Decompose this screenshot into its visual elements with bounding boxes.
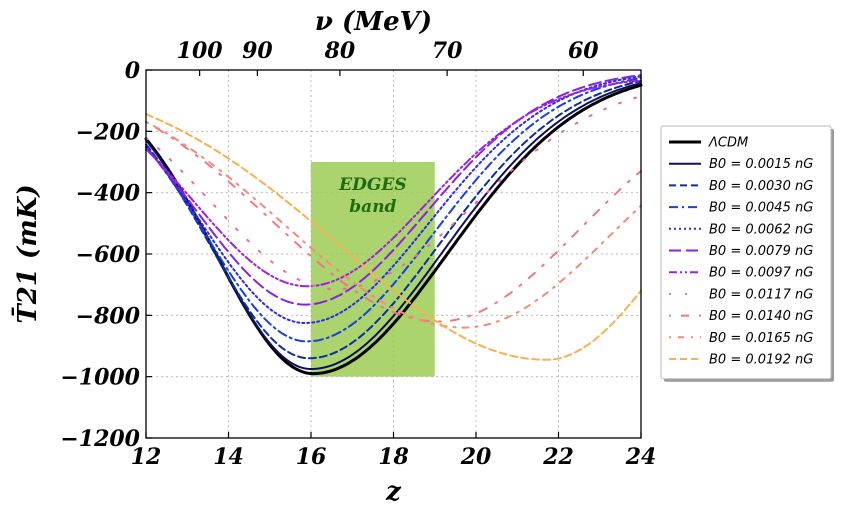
legend-label-1: B0 = 0.0015 nG (709, 157, 813, 172)
top-tick-label-0: 100 (177, 38, 224, 64)
y-tick-label-3: −600 (76, 242, 141, 268)
series-line-4 (145, 75, 642, 324)
series-lines (144, 74, 643, 376)
legend-label-8: B0 = 0.0140 nG (709, 309, 813, 324)
y-tick-label-4: −800 (76, 303, 141, 329)
x-tick-label-2: 16 (296, 444, 327, 470)
top-tick-label-3: 70 (432, 38, 463, 64)
y-tick-label-5: −1000 (60, 365, 140, 391)
legend-label-2: B0 = 0.0030 nG (709, 179, 813, 194)
series-line-2 (145, 80, 642, 360)
axis-ticks: 12 14 16 18 20 22 24 0 −200 −400 −600 −800 −1000 −120… (60, 38, 656, 470)
x-tick-label-1: 14 (213, 444, 244, 470)
legend: ΛCDM B0 = 0.0015 nG B0 = 0.0030 nG B0 = 0.0… (660, 125, 834, 382)
y-tick-label-6: −1200 (60, 426, 140, 452)
x-tick-label-6: 24 (625, 444, 657, 470)
legend-label-9: B0 = 0.0165 nG (709, 331, 813, 346)
series-line-6 (145, 79, 642, 288)
edges-band-label-line1: EDGES (338, 175, 406, 195)
top-axis-label: ν (MeV) (315, 7, 432, 37)
series-line-5 (145, 74, 642, 306)
legend-label-3: B0 = 0.0045 nG (709, 201, 813, 216)
legend-label-6: B0 = 0.0097 nG (709, 266, 813, 281)
top-tick-label-4: 60 (568, 38, 599, 64)
x-tick-label-5: 22 (542, 444, 574, 470)
legend-label-7: B0 = 0.0117 nG (709, 287, 813, 302)
y-tick-label-2: −400 (76, 181, 141, 207)
top-tick-label-1: 90 (242, 38, 273, 64)
top-tick-label-2: 80 (324, 38, 356, 64)
legend-box (660, 125, 832, 380)
y-axis-label: T̄21 (mK) (11, 184, 43, 323)
y-tick-label-0: 0 (125, 58, 141, 84)
legend-label-4: B0 = 0.0062 nG (709, 222, 813, 237)
y-tick-label-1: −200 (76, 119, 141, 145)
series-line-3 (145, 77, 642, 343)
edges-band-label-line2: band (349, 197, 396, 217)
x-axis-label: z (385, 477, 402, 507)
series-line-9 (145, 120, 642, 329)
series-line-10 (145, 113, 642, 361)
legend-label-10: B0 = 0.0192 nG (709, 353, 813, 368)
series-line-8 (145, 121, 642, 323)
x-tick-label-4: 20 (460, 444, 492, 470)
x-tick-label-3: 18 (378, 444, 409, 470)
legend-label-5: B0 = 0.0079 nG (709, 244, 813, 259)
x-tick-label-0: 12 (131, 444, 162, 470)
legend-label-0: ΛCDM (708, 136, 748, 151)
